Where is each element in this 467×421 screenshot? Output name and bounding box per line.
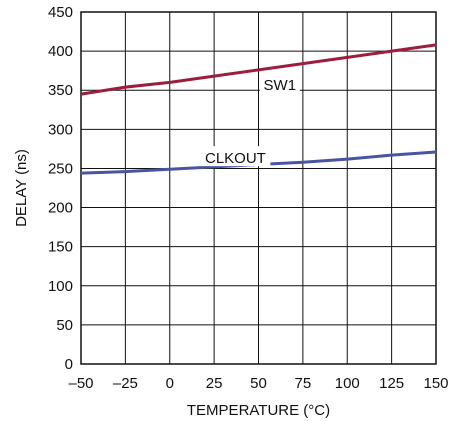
y-tick-label: 450 (48, 4, 73, 21)
series-label-background (259, 73, 300, 94)
grid (80, 11, 437, 365)
x-axis-title: TEMPERATURE (°C) (187, 402, 330, 419)
series-line-sw1 (80, 43, 437, 96)
x-tick-label: 125 (379, 375, 404, 392)
y-tick-labels: 0 50 100 150 200 250 300 350 400 450 (48, 4, 73, 373)
x-tick-label: 0 (166, 375, 174, 392)
series-group: SW1 CLKOUT (80, 43, 437, 175)
plot-frame (80, 11, 437, 365)
y-tick-label: 200 (48, 200, 73, 217)
y-tick-label: 50 (56, 317, 73, 334)
y-axis-title: DELAY (ns) (13, 149, 30, 227)
series-label-sw1: SW1 (264, 77, 297, 94)
x-tick-label: 50 (250, 375, 267, 392)
y-tick-label: 350 (48, 82, 73, 99)
series-label-clkout: CLKOUT (205, 150, 266, 167)
y-tick-label: 0 (65, 356, 73, 373)
y-tick-label: 100 (48, 278, 73, 295)
x-tick-label: –50 (68, 375, 93, 392)
y-tick-label: 300 (48, 121, 73, 138)
x-tick-label: 100 (335, 375, 360, 392)
series-label-background (200, 146, 271, 167)
x-tick-label: 75 (295, 375, 312, 392)
x-tick-label: 25 (206, 375, 223, 392)
x-tick-label: 150 (423, 375, 448, 392)
y-tick-label: 150 (48, 239, 73, 256)
y-tick-label: 400 (48, 43, 73, 60)
y-tick-label: 250 (48, 160, 73, 177)
x-tick-label: –25 (113, 375, 138, 392)
x-tick-labels: –50 –25 0 25 50 75 100 125 150 (68, 375, 448, 392)
